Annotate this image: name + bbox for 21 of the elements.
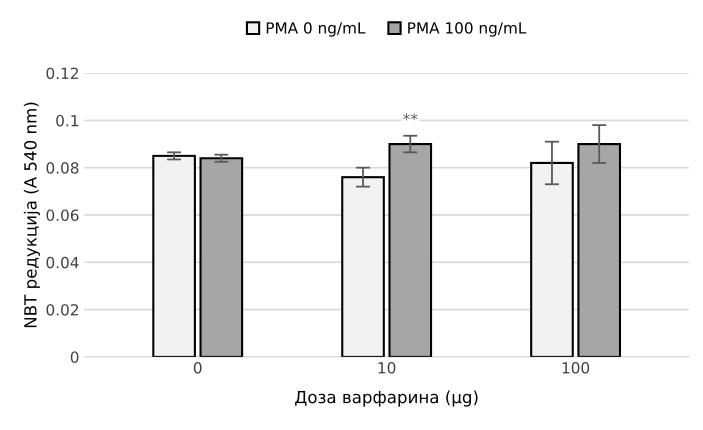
x-tick-label: 0 (194, 362, 202, 374)
y-tick-label: 0 (70, 351, 78, 363)
bar (152, 154, 196, 357)
bar (341, 176, 385, 357)
y-tick-label: 0.02 (46, 304, 78, 316)
legend-label: PMA 100 ng/mL (408, 22, 526, 37)
bar (200, 157, 244, 357)
y-tick-label: 0.06 (46, 209, 79, 222)
x-axis-title: Доза варфарина (µg) (295, 390, 478, 407)
bar (577, 143, 622, 357)
y-tick-label: 0.12 (46, 68, 78, 80)
bar (388, 143, 432, 357)
x-tick-label: 100 (562, 362, 590, 374)
x-tick-label: 10 (378, 362, 396, 374)
y-tick-label: 0.1 (56, 114, 78, 126)
y-tick-label: 0.04 (46, 256, 79, 268)
y-axis-title: NBT редукција (A 540 nm) (24, 102, 40, 328)
bar (530, 162, 574, 357)
y-tick-label: 0.08 (46, 162, 78, 174)
annotation: ** (403, 113, 418, 120)
legend-label: PMA 0 ng/mL (266, 22, 366, 37)
